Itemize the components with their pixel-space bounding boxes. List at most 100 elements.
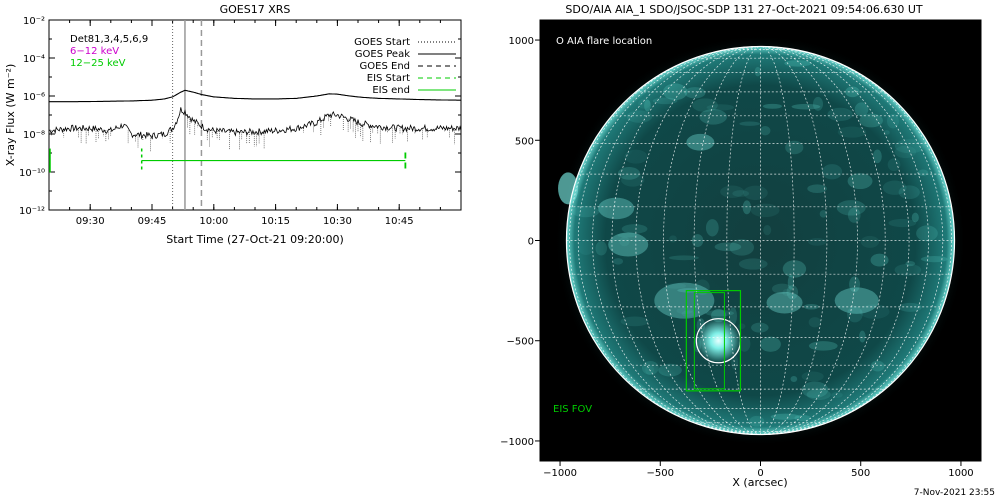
aia-disk-texture: [905, 261, 916, 267]
aia-grid-longitude: [760, 46, 828, 435]
aia-x-tick-label: 0: [757, 468, 763, 479]
goes-y-axis-label: X-ray Flux (W m⁻²): [4, 64, 17, 166]
aia-disk-texture: [759, 336, 781, 352]
aia-disk-texture: [751, 322, 769, 333]
goes-x-axis-label: Start Time (27-Oct-21 09:20:00): [166, 233, 344, 246]
aia-disk-texture: [785, 140, 804, 155]
goes-channel-label: 12−25 keV: [70, 58, 126, 69]
aia-disk-texture: [617, 166, 641, 180]
aia-y-tick-label: −1000: [500, 437, 534, 448]
aia-disk-texture: [624, 149, 648, 164]
aia-disk-texture: [882, 180, 907, 195]
aia-disk-texture: [738, 335, 751, 352]
aia-disk-texture: [738, 258, 768, 270]
aia-disk-texture: [888, 218, 917, 228]
aia-grid-longitude: [760, 46, 929, 435]
aia-limb-circle: [565, 45, 956, 436]
aia-disk-texture: [742, 200, 752, 215]
aia-active-region: [654, 282, 715, 319]
aia-disk-texture: [784, 60, 812, 67]
aia-disk-texture: [870, 253, 889, 267]
aia-disk-texture: [644, 99, 651, 112]
aia-y-tick-label: 1000: [509, 36, 534, 47]
goes-y-tick-label: 10⁻⁶: [23, 92, 45, 103]
aia-grid-longitude: [663, 46, 761, 435]
aia-disk-texture: [732, 190, 750, 197]
aia-grid-longitude: [569, 46, 761, 435]
aia-active-region: [766, 291, 803, 314]
aia-disk-texture: [883, 130, 890, 135]
aia-disk-texture: [641, 361, 659, 375]
aia-disk-texture: [794, 414, 811, 422]
aia-disk-texture: [714, 242, 742, 252]
aia-disk-texture: [669, 235, 677, 243]
goes-series-line-0: [49, 89, 461, 103]
aia-disk-texture: [729, 239, 755, 256]
aia-disk-texture: [894, 263, 922, 276]
aia-disk-texture: [762, 103, 782, 109]
aia-disk-texture: [916, 225, 938, 242]
aia-grid-longitude: [760, 46, 910, 435]
aia-disk-texture: [705, 310, 734, 317]
aia-disk-texture: [859, 304, 890, 319]
aia-disk-texture: [806, 388, 831, 401]
aia-disk-texture: [847, 173, 873, 190]
eis-fov-label: EIS FOV: [553, 404, 592, 415]
aia-active-region: [834, 287, 879, 314]
aia-disk-texture: [859, 113, 883, 128]
aia-disk-texture: [917, 169, 929, 176]
aia-disk-texture: [620, 316, 649, 327]
aia-disk-texture: [571, 206, 600, 218]
goes-x-tick-label: 09:45: [138, 216, 167, 227]
aia-disk-texture: [870, 360, 885, 372]
goes-legend-label: EIS Start: [367, 73, 410, 84]
aia-disk-texture: [808, 317, 822, 328]
aia-disk-texture: [801, 381, 829, 398]
aia-disk-texture: [898, 185, 920, 200]
goes-x-tick-label: 10:30: [323, 216, 352, 227]
aia-disk-texture: [626, 110, 653, 123]
goes-x-tick-label: 10:15: [261, 216, 290, 227]
aia-disk-texture: [658, 363, 682, 377]
goes-series-line-1: [48, 107, 462, 140]
aia-disk-texture: [791, 103, 821, 110]
aia-disk-texture: [705, 219, 719, 237]
goes-x-tick-label: 10:00: [199, 216, 228, 227]
goes-series-noise: [51, 114, 455, 152]
aia-disk-texture: [652, 97, 678, 105]
aia-disk-texture: [859, 330, 866, 343]
aia-x-axis-label: X (arcsec): [732, 476, 787, 489]
aia-image-panel: SDO/AIA AIA_1 SDO/JSOC-SDP 131 27-Oct-20…: [500, 3, 982, 489]
eis-fov-box: [685, 290, 742, 392]
aia-disk-texture: [617, 233, 637, 238]
aia-disk-texture: [854, 102, 869, 117]
goes-channel-label: 6−12 keV: [70, 46, 119, 57]
aia-disk-texture: [894, 145, 917, 159]
aia-disk-texture: [749, 415, 765, 427]
aia-disk-texture: [739, 121, 761, 126]
aia-disk-texture: [782, 260, 807, 278]
aia-x-axis: −1000 −500 0 500 1000: [543, 461, 974, 479]
aia-disk-texture: [860, 235, 880, 248]
aia-disk-texture: [819, 210, 827, 218]
aia-disk-texture: [808, 341, 838, 351]
goes-y-tick-label: 10⁻⁸: [23, 130, 45, 141]
aia-disk-texture: [827, 107, 853, 122]
aia-disk-texture: [729, 307, 738, 325]
aia-y-axis: 1000 500 0 −500 −1000: [500, 36, 540, 448]
aia-disk-texture: [821, 164, 843, 180]
aia-active-region: [598, 197, 635, 220]
aia-disk-texture: [886, 113, 899, 129]
goes-y-tick-label: 10⁻¹²: [19, 206, 45, 217]
aia-disk-texture: [831, 391, 843, 398]
aia-disk-texture: [887, 158, 901, 172]
eis-time-bar: [49, 148, 407, 173]
footer-timestamp: 7-Nov-2021 23:55: [914, 488, 995, 498]
goes-x-axis: 09:30 09:45 10:00 10:15 10:30 10:45: [48, 20, 462, 227]
aia-disk-texture: [763, 224, 772, 236]
goes-x-tick-label: 10:45: [385, 216, 414, 227]
aia-disk-texture: [692, 98, 718, 112]
